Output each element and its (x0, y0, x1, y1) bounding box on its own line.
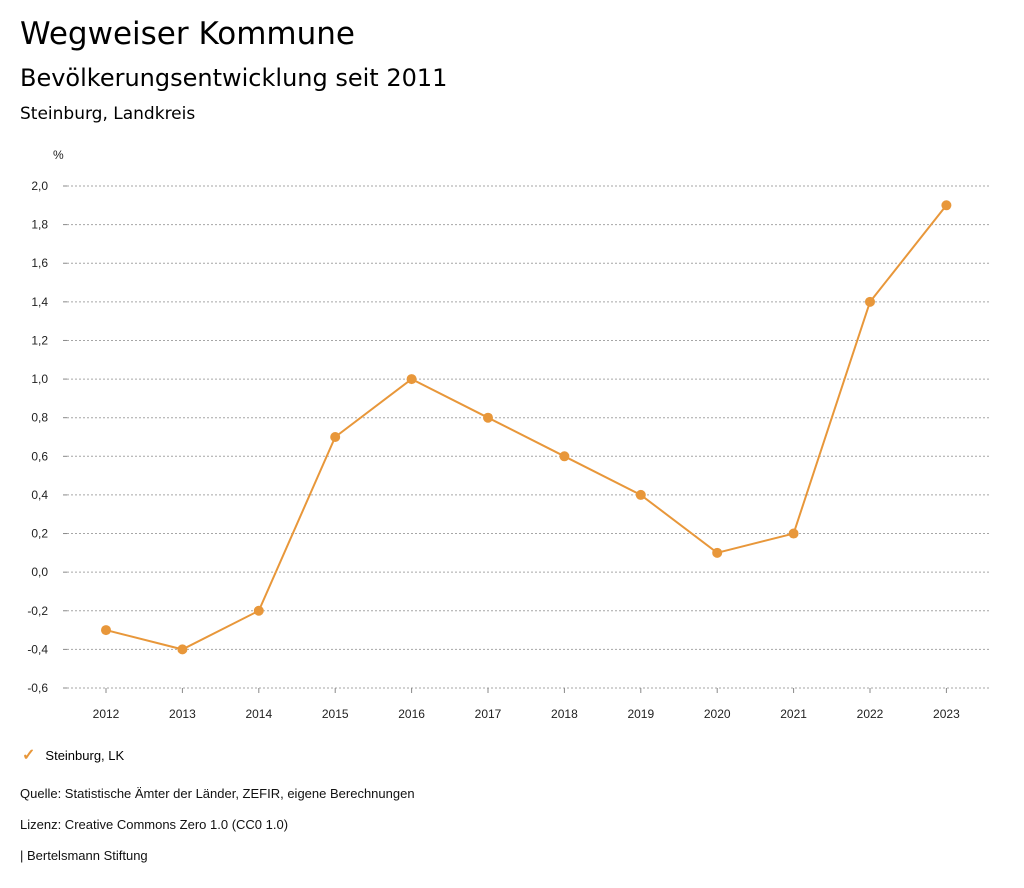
legend[interactable]: ✓ Steinburg, LK (22, 745, 124, 765)
x-tick-label: 2023 (933, 707, 960, 721)
series-line (105, 204, 948, 651)
y-tick-label: 1,4 (31, 295, 48, 309)
y-tick-label: 1,0 (31, 372, 48, 386)
y-tick-label: 2,0 (31, 179, 48, 193)
y-tick-label: -0,6 (27, 681, 48, 695)
x-tick-label: 2014 (245, 707, 272, 721)
x-tick-label: 2022 (857, 707, 884, 721)
y-tick-label: 0,0 (31, 565, 48, 579)
page-title: Wegweiser Kommune (20, 16, 355, 52)
x-tick-label: 2020 (704, 707, 731, 721)
x-tick-label: 2012 (93, 707, 120, 721)
x-tick-label: 2016 (398, 707, 425, 721)
y-tick-label: 0,4 (31, 488, 48, 502)
data-point[interactable] (788, 528, 799, 539)
y-tick-label: 1,6 (31, 256, 48, 270)
x-tick-label: 2013 (169, 707, 196, 721)
data-point[interactable] (406, 374, 417, 385)
publisher-note: | Bertelsmann Stiftung (20, 848, 148, 863)
y-tick-label: -0,2 (27, 604, 48, 618)
data-point[interactable] (253, 605, 264, 616)
x-tick-label: 2018 (551, 707, 578, 721)
chart-subtitle: Bevölkerungsentwicklung seit 2011 (20, 64, 448, 92)
source-note: Quelle: Statistische Ämter der Länder, Z… (20, 786, 415, 801)
y-tick-label: 1,8 (31, 218, 48, 232)
region-label: Steinburg, Landkreis (20, 104, 196, 124)
data-point[interactable] (177, 644, 188, 655)
x-tick-label: 2019 (627, 707, 654, 721)
data-point[interactable] (941, 200, 952, 211)
x-tick-label: 2017 (475, 707, 502, 721)
data-point[interactable] (865, 296, 875, 307)
check-icon: ✓ (22, 747, 36, 764)
data-point[interactable] (330, 432, 341, 442)
y-tick-label: 0,8 (31, 411, 48, 425)
data-point[interactable] (712, 547, 723, 558)
y-tick-label: 0,6 (31, 449, 48, 463)
data-point[interactable] (101, 625, 111, 636)
y-tick-label: 0,2 (31, 527, 48, 541)
y-tick-label: -0,4 (27, 642, 48, 656)
x-tick-label: 2015 (322, 707, 349, 721)
data-point[interactable] (483, 412, 493, 423)
legend-label: Steinburg, LK (45, 747, 125, 763)
y-tick-label: 1,2 (31, 333, 48, 347)
y-axis-label: % (53, 148, 64, 162)
line-chart: % 2,0 1,8 1,6 1,4 1,2 1,0 0,8 0,6 0,4 0,2 0,0 -0,2 -… (27, 148, 990, 721)
license-note: Lizenz: Creative Commons Zero 1.0 (CC0 1… (20, 817, 289, 832)
data-point[interactable] (559, 451, 570, 462)
data-point[interactable] (635, 489, 646, 500)
x-tick-label: 2021 (780, 707, 807, 721)
